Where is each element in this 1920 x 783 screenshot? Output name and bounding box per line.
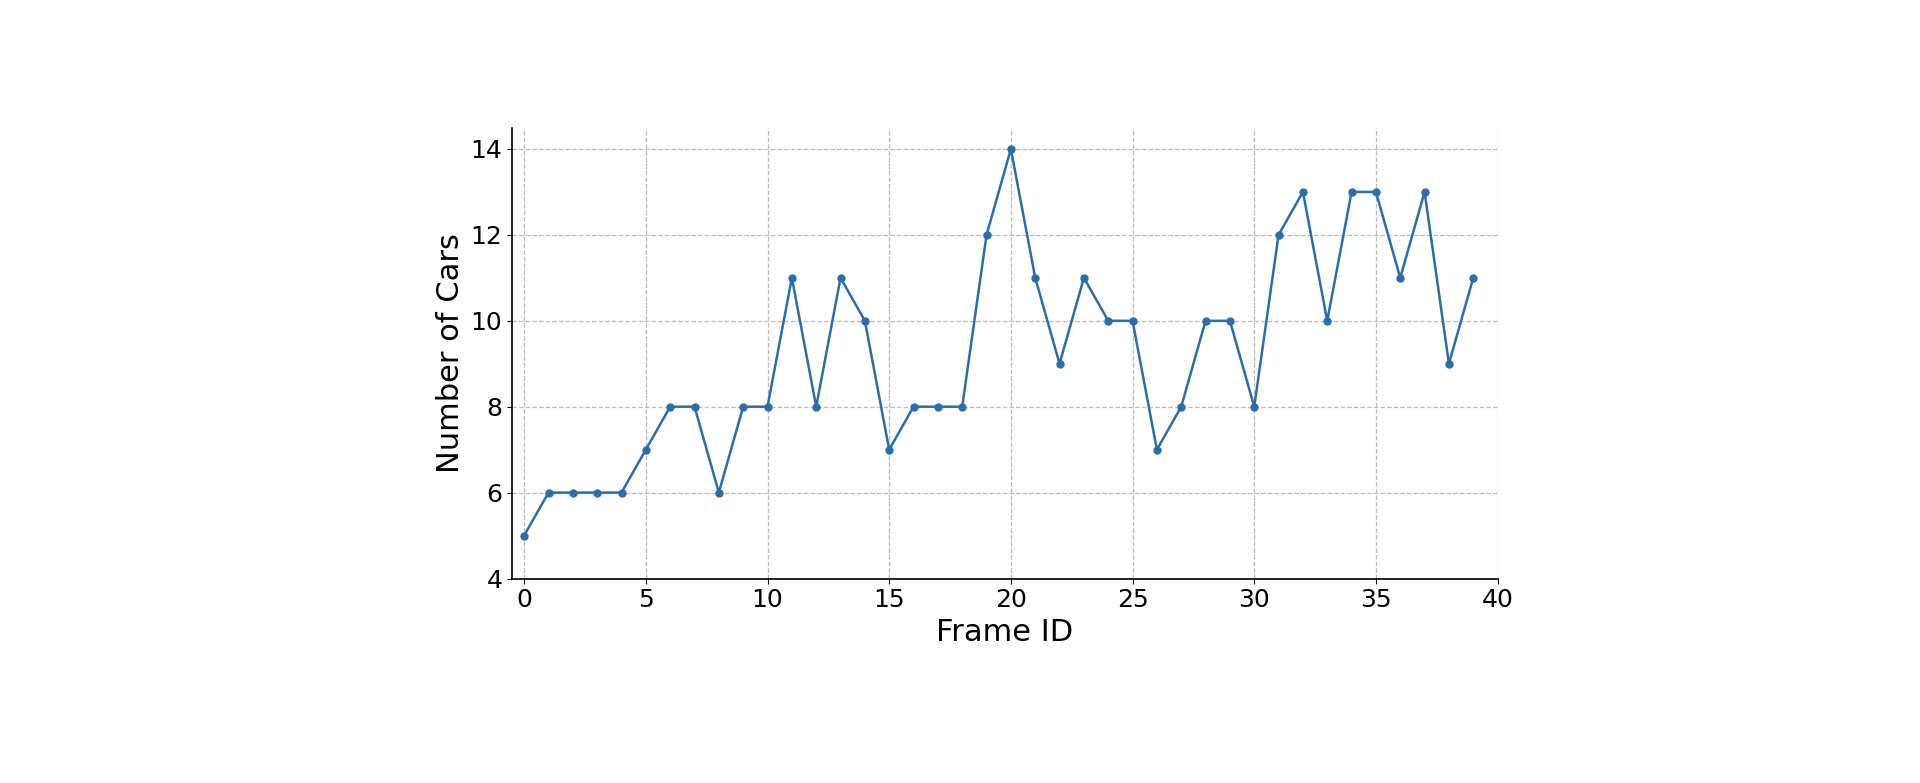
Y-axis label: Number of Cars: Number of Cars: [436, 233, 465, 473]
X-axis label: Frame ID: Frame ID: [937, 618, 1073, 647]
